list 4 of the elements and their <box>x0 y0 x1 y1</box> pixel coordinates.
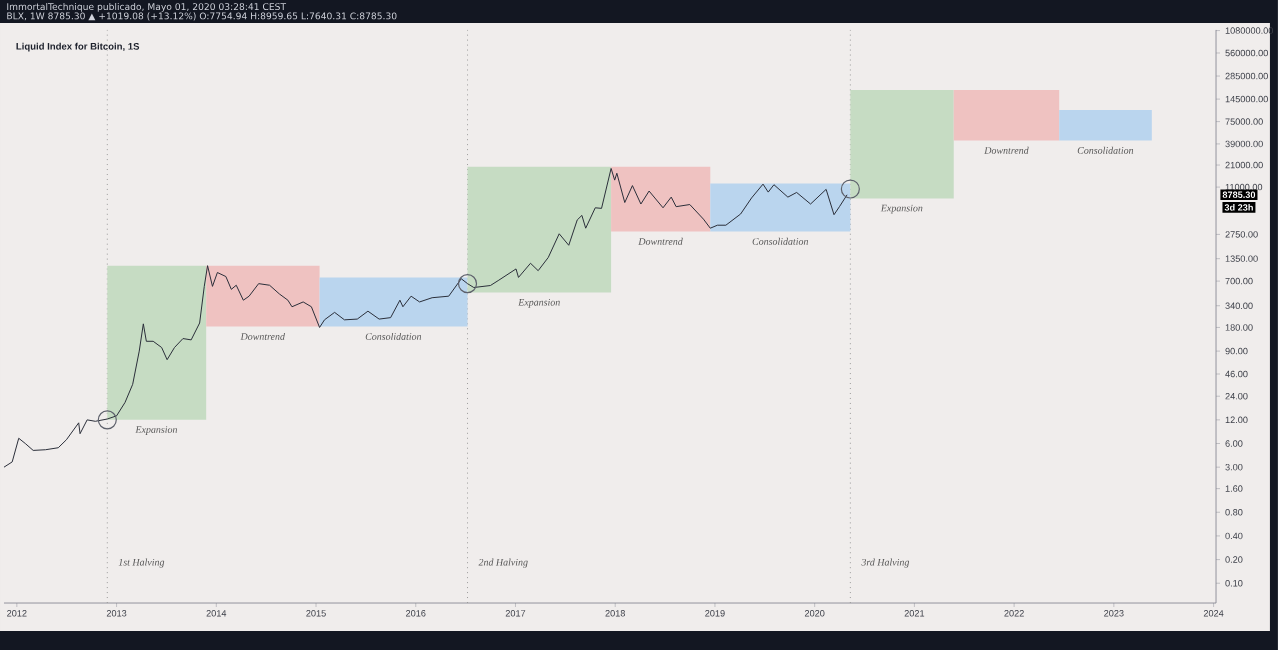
point <box>97 409 117 429</box>
point <box>457 273 478 293</box>
line-series <box>3 167 848 468</box>
point <box>840 178 860 199</box>
